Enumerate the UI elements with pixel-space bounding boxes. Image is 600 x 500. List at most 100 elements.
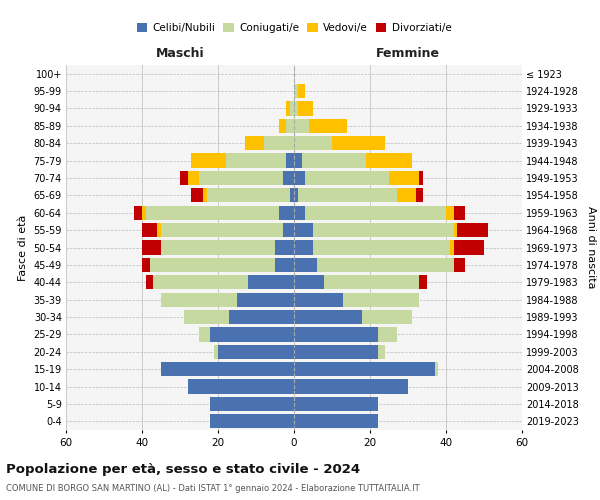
Bar xyxy=(294,275,325,289)
Bar xyxy=(275,240,294,254)
Bar xyxy=(305,171,389,185)
Bar xyxy=(419,275,427,289)
Bar xyxy=(191,154,226,168)
Bar xyxy=(294,154,302,168)
Bar xyxy=(142,258,149,272)
Bar xyxy=(294,188,298,202)
Bar xyxy=(149,258,275,272)
Bar xyxy=(294,136,332,150)
Text: Maschi: Maschi xyxy=(155,47,205,60)
Bar xyxy=(389,171,419,185)
Bar xyxy=(286,102,290,116)
Bar xyxy=(419,171,423,185)
Bar xyxy=(286,154,294,168)
Bar xyxy=(199,328,211,342)
Bar xyxy=(279,118,286,133)
Bar xyxy=(237,292,294,307)
Bar xyxy=(180,171,188,185)
Bar xyxy=(446,206,454,220)
Bar xyxy=(325,275,419,289)
Bar xyxy=(248,275,294,289)
Bar xyxy=(416,188,423,202)
Bar xyxy=(142,206,146,220)
Bar xyxy=(302,154,366,168)
Bar xyxy=(188,380,294,394)
Legend: Celibi/Nubili, Coniugati/e, Vedovi/e, Divorziati/e: Celibi/Nubili, Coniugati/e, Vedovi/e, Di… xyxy=(133,19,455,38)
Bar xyxy=(454,240,484,254)
Bar xyxy=(188,171,199,185)
Bar xyxy=(377,328,397,342)
Bar xyxy=(309,118,347,133)
Bar xyxy=(226,154,286,168)
Bar xyxy=(294,328,377,342)
Text: Popolazione per età, sesso e stato civile - 2024: Popolazione per età, sesso e stato civil… xyxy=(6,462,360,475)
Bar xyxy=(211,328,294,342)
Bar xyxy=(146,275,154,289)
Bar xyxy=(191,188,203,202)
Bar xyxy=(332,136,385,150)
Bar xyxy=(294,258,317,272)
Bar xyxy=(366,154,412,168)
Bar xyxy=(161,223,283,237)
Bar xyxy=(283,223,294,237)
Y-axis label: Fasce di età: Fasce di età xyxy=(18,214,28,280)
Bar xyxy=(294,102,298,116)
Bar xyxy=(199,171,283,185)
Bar xyxy=(146,206,279,220)
Bar xyxy=(298,102,313,116)
Bar xyxy=(434,362,439,376)
Bar xyxy=(283,171,294,185)
Bar xyxy=(214,344,218,359)
Bar xyxy=(294,344,377,359)
Bar xyxy=(206,188,290,202)
Bar xyxy=(157,223,161,237)
Text: COMUNE DI BORGO SAN MARTINO (AL) - Dati ISTAT 1° gennaio 2024 - Elaborazione TUT: COMUNE DI BORGO SAN MARTINO (AL) - Dati … xyxy=(6,484,419,493)
Bar xyxy=(184,310,229,324)
Bar xyxy=(142,223,157,237)
Bar xyxy=(294,414,377,428)
Text: Femmine: Femmine xyxy=(376,47,440,60)
Bar xyxy=(454,223,457,237)
Bar xyxy=(161,292,237,307)
Bar xyxy=(275,258,294,272)
Bar xyxy=(343,292,419,307)
Bar xyxy=(454,258,465,272)
Bar xyxy=(286,118,294,133)
Bar xyxy=(298,188,397,202)
Bar xyxy=(294,118,309,133)
Bar xyxy=(362,310,412,324)
Bar xyxy=(290,102,294,116)
Bar xyxy=(397,188,416,202)
Y-axis label: Anni di nascita: Anni di nascita xyxy=(586,206,596,289)
Bar xyxy=(313,240,450,254)
Bar xyxy=(294,362,434,376)
Bar xyxy=(245,136,263,150)
Bar xyxy=(294,310,362,324)
Bar xyxy=(134,206,142,220)
Bar xyxy=(218,344,294,359)
Bar xyxy=(154,275,248,289)
Bar xyxy=(279,206,294,220)
Bar xyxy=(457,223,488,237)
Bar xyxy=(161,240,275,254)
Bar xyxy=(294,380,408,394)
Bar xyxy=(454,206,465,220)
Bar xyxy=(263,136,294,150)
Bar xyxy=(450,240,454,254)
Bar xyxy=(294,240,313,254)
Bar xyxy=(229,310,294,324)
Bar xyxy=(313,223,454,237)
Bar xyxy=(294,223,313,237)
Bar xyxy=(203,188,206,202)
Bar xyxy=(305,206,446,220)
Bar xyxy=(294,292,343,307)
Bar xyxy=(290,188,294,202)
Bar xyxy=(294,84,298,98)
Bar xyxy=(294,206,305,220)
Bar xyxy=(161,362,294,376)
Bar xyxy=(294,171,305,185)
Bar xyxy=(377,344,385,359)
Bar xyxy=(142,240,161,254)
Bar xyxy=(317,258,454,272)
Bar xyxy=(298,84,305,98)
